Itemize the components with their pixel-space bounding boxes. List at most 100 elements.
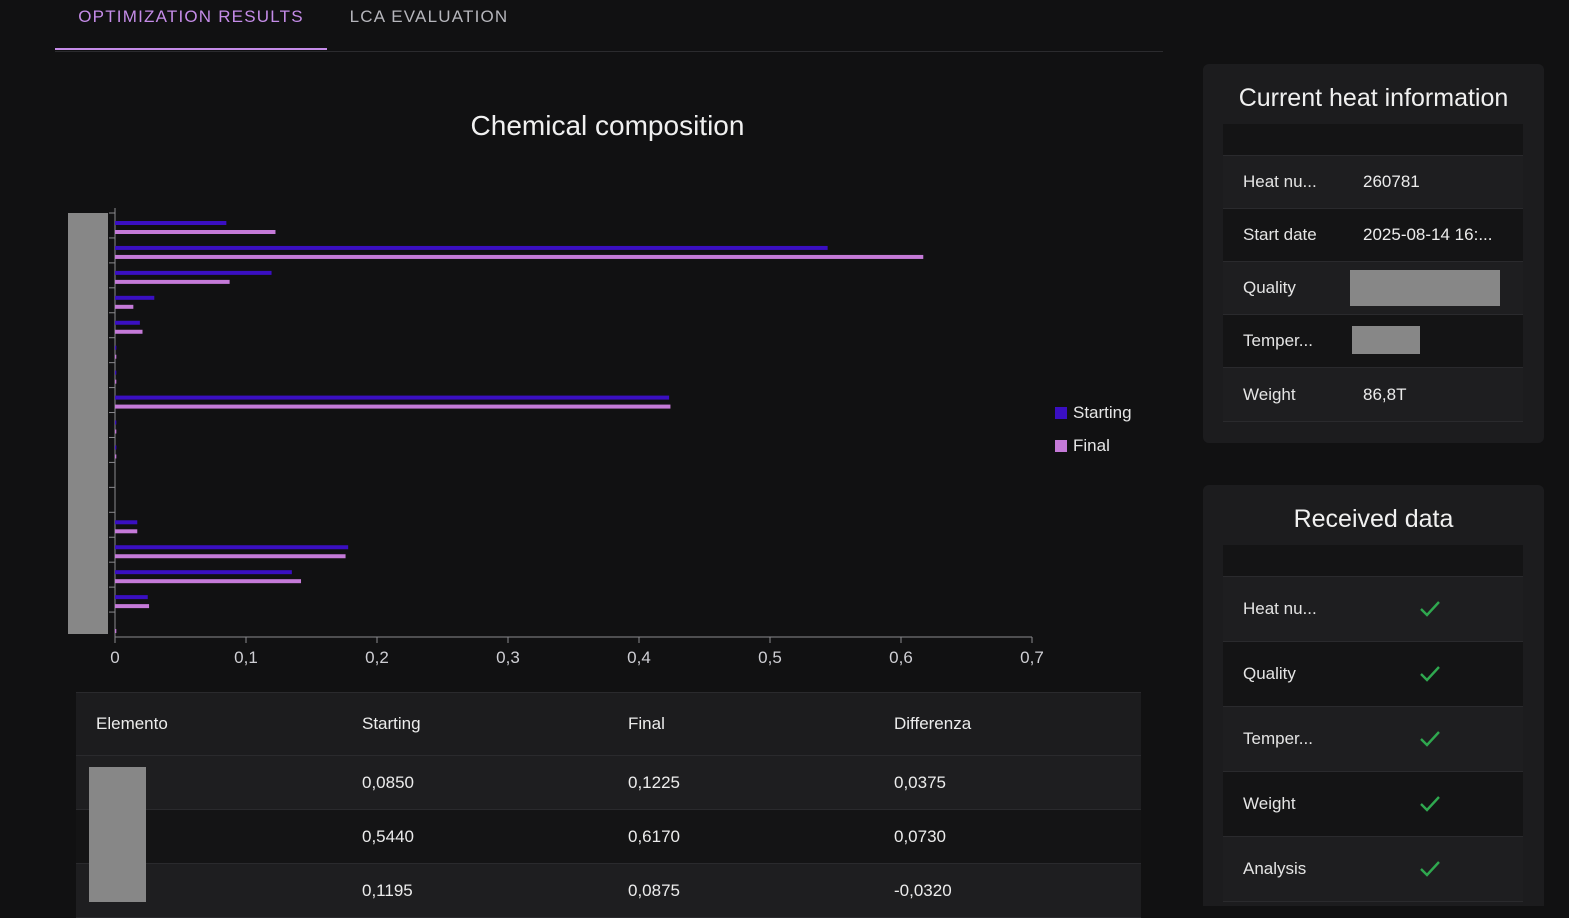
bar-final xyxy=(115,604,150,609)
bar-final xyxy=(115,304,134,309)
check-icon xyxy=(1420,796,1440,812)
bar-final xyxy=(115,454,117,459)
heat-info-row-quality: Quality xyxy=(1223,262,1523,315)
table-row: 0,0850 0,1225 0,0375 xyxy=(76,756,1141,810)
bar-starting xyxy=(115,395,670,400)
composition-table: Elemento Starting Final Differenza 0,085… xyxy=(76,692,1141,918)
legend-swatch-final xyxy=(1055,439,1067,452)
received-quality-label: Quality xyxy=(1243,664,1296,683)
bar-starting xyxy=(115,420,117,425)
x-tick-label: 0,3 xyxy=(496,648,520,667)
bar-starting xyxy=(115,545,349,550)
quality-label: Quality xyxy=(1243,278,1296,297)
bar-final xyxy=(115,254,924,259)
cell-final: 0,6170 xyxy=(628,826,680,846)
heat-number-label: Heat nu... xyxy=(1243,172,1317,191)
check-icon xyxy=(1420,731,1440,747)
heat-number-value: 260781 xyxy=(1363,172,1420,191)
cell-starting: 0,0850 xyxy=(362,772,414,792)
start-date-value: 2025-08-14 16:... xyxy=(1363,225,1493,244)
redacted-quality xyxy=(1350,270,1500,306)
bar-final xyxy=(115,379,117,384)
chemical-composition-chart: 0 0,1 0,2 0,3 0,4 0,5 0,6 0,7 xyxy=(109,208,1044,667)
bar-final xyxy=(115,629,117,634)
legend-label-starting: Starting xyxy=(1073,402,1132,422)
received-row-weight: Weight xyxy=(1223,772,1523,837)
received-heat-number-label: Heat nu... xyxy=(1243,599,1317,618)
redacted-element-labels xyxy=(68,213,108,634)
table-row: 0,5440 0,6170 0,0730 xyxy=(76,810,1141,864)
temperature-label: Temper... xyxy=(1243,331,1313,350)
bar-starting xyxy=(115,570,292,575)
header-starting[interactable]: Starting xyxy=(362,714,421,733)
received-row-temperature: Temper... xyxy=(1223,707,1523,772)
bar-starting xyxy=(115,270,272,275)
x-tick-label: 0,7 xyxy=(1020,648,1044,667)
check-icon xyxy=(1420,601,1440,617)
redacted-temperature xyxy=(1352,326,1420,354)
bar-final xyxy=(115,554,346,559)
bar-final xyxy=(115,404,671,409)
received-weight-label: Weight xyxy=(1243,794,1296,813)
bar-final xyxy=(115,329,143,334)
bar-starting xyxy=(115,221,227,225)
cell-differenza: 0,0730 xyxy=(894,826,946,846)
cell-final: 0,1225 xyxy=(628,772,680,792)
check-icon xyxy=(1420,666,1440,682)
x-tick-label: 0,4 xyxy=(627,648,651,667)
heat-info-row-heat-number: Heat nu... 260781 xyxy=(1223,156,1523,209)
x-tick-label: 0 xyxy=(110,648,119,667)
received-spacer-row xyxy=(1223,545,1523,577)
bar-final xyxy=(115,529,138,534)
start-date-label: Start date xyxy=(1243,225,1317,244)
check-icon xyxy=(1420,861,1440,877)
weight-value: 86,8T xyxy=(1363,384,1407,404)
header-differenza[interactable]: Differenza xyxy=(894,714,972,733)
x-tick-label: 0,5 xyxy=(758,648,782,667)
legend-swatch-starting xyxy=(1055,406,1067,419)
tab-bar: OPTIMIZATION RESULTS LCA EVALUATION xyxy=(55,0,1163,52)
received-data-title: Received data xyxy=(1293,505,1454,533)
x-tick-label: 0,1 xyxy=(234,648,258,667)
received-data-panel: Received data Heat nu... Quality Temper.… xyxy=(1203,485,1544,906)
x-tick-label: 0,6 xyxy=(889,648,913,667)
bar-final xyxy=(115,230,276,234)
weight-label: Weight xyxy=(1243,384,1296,404)
chart-title: Chemical composition xyxy=(470,110,745,141)
legend-item-starting[interactable]: Starting xyxy=(1055,396,1132,429)
heat-info-row-start-date: Start date 2025-08-14 16:... xyxy=(1223,209,1523,262)
chart-legend: Starting Final xyxy=(1055,396,1132,462)
cell-final: 0,0875 xyxy=(628,880,680,900)
received-row-quality: Quality xyxy=(1223,642,1523,707)
bar-final xyxy=(115,579,302,584)
legend-label-final: Final xyxy=(1073,435,1110,455)
received-temperature-label: Temper... xyxy=(1243,729,1313,748)
table-header-row: Elemento Starting Final Differenza xyxy=(76,692,1141,756)
table-row: 0,1195 0,0875 -0,0320 xyxy=(76,864,1141,918)
bar-starting xyxy=(115,595,148,600)
cell-differenza: -0,0320 xyxy=(894,880,952,900)
tab-optimization-results[interactable]: OPTIMIZATION RESULTS xyxy=(55,0,327,50)
bar-final xyxy=(115,354,117,359)
header-final[interactable]: Final xyxy=(628,714,665,733)
bar-final xyxy=(115,279,230,284)
header-elemento[interactable]: Elemento xyxy=(96,714,168,733)
legend-item-final[interactable]: Final xyxy=(1055,429,1132,462)
bar-starting xyxy=(115,295,155,300)
received-analysis-label: Analysis xyxy=(1243,859,1307,878)
heat-info-spacer-row xyxy=(1223,124,1523,156)
bar-starting xyxy=(115,445,117,450)
heat-info-panel: Current heat information Heat nu... 2607… xyxy=(1203,64,1544,443)
cell-starting: 0,1195 xyxy=(362,880,413,900)
received-row-analysis: Analysis xyxy=(1223,837,1523,902)
redacted-element-names xyxy=(89,767,146,902)
bar-starting xyxy=(115,245,828,250)
bar-starting xyxy=(115,345,117,350)
heat-info-title: Current heat information xyxy=(1238,84,1509,112)
cell-differenza: 0,0375 xyxy=(894,772,946,792)
x-tick-label: 0,2 xyxy=(365,648,389,667)
bar-starting xyxy=(115,370,117,375)
tab-lca-evaluation[interactable]: LCA EVALUATION xyxy=(349,7,509,26)
cell-starting: 0,5440 xyxy=(362,826,414,846)
bar-starting xyxy=(115,320,140,325)
